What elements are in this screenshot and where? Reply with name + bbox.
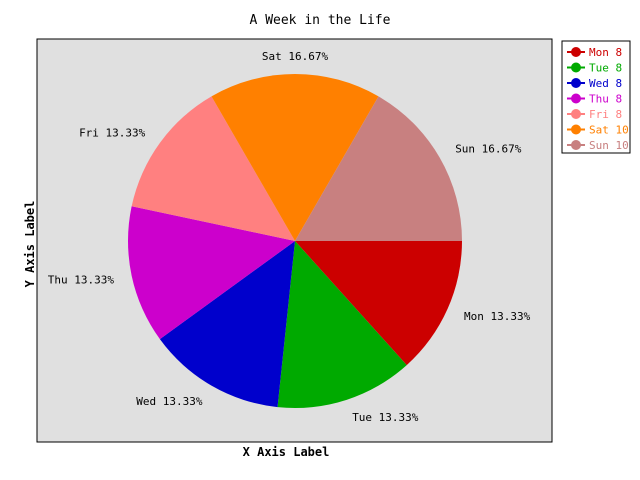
legend-label-thu: Thu 8: [589, 93, 622, 106]
legend-marker-tue: [571, 62, 581, 73]
pie-slice-wed: [159, 241, 295, 408]
x-axis-label: X Axis Label: [243, 445, 330, 459]
pie-slice-thu: [127, 206, 295, 340]
legend-marker-thu: [571, 93, 581, 104]
slice-label-mon: Mon 13.33%: [464, 310, 531, 323]
slice-label-tue: Tue 13.33%: [352, 411, 419, 424]
legend-marker-fri: [571, 109, 581, 119]
legend-label-sun: Sun 10: [589, 139, 629, 152]
slice-label-sun: Sun 16.67%: [455, 143, 522, 156]
legend-label-tue: Tue 8: [589, 62, 622, 75]
legend-label-sat: Sat 10: [589, 124, 629, 137]
slice-label-wed: Wed 13.33%: [136, 395, 203, 408]
legend-marker-wed: [571, 78, 581, 88]
legend-marker-mon: [571, 47, 581, 57]
slice-label-sat: Sat 16.67%: [262, 50, 329, 63]
legend-marker-sat: [571, 124, 581, 135]
slice-label-fri: Fri 13.33%: [79, 126, 146, 139]
legend-label-mon: Mon 8: [589, 46, 622, 59]
legend-marker-sun: [571, 140, 581, 150]
pie-slice-labels: Mon 13.33% Tue 13.33% Wed 13.33% Thu 13.33%…: [48, 50, 531, 424]
pie-slice-fri: [131, 96, 295, 242]
legend-label-fri: Fri 8: [589, 108, 622, 121]
legend: Mon 8 Tue 8 Wed 8 Thu 8 Fri 8 Sat 10 Sun 10: [561, 40, 631, 154]
pie-slices: [127, 73, 462, 409]
pie-slice-sat: [211, 73, 379, 241]
slice-label-thu: Thu 13.33%: [48, 274, 115, 287]
legend-label-wed: Wed 8: [589, 77, 622, 90]
pie-slice-tue: [277, 241, 407, 409]
pie-slice-mon: [295, 241, 462, 366]
y-axis-label: Y Axis Label: [23, 201, 37, 288]
pie-slice-sun: [295, 96, 462, 242]
chart-title: A Week in the Life: [250, 13, 391, 28]
